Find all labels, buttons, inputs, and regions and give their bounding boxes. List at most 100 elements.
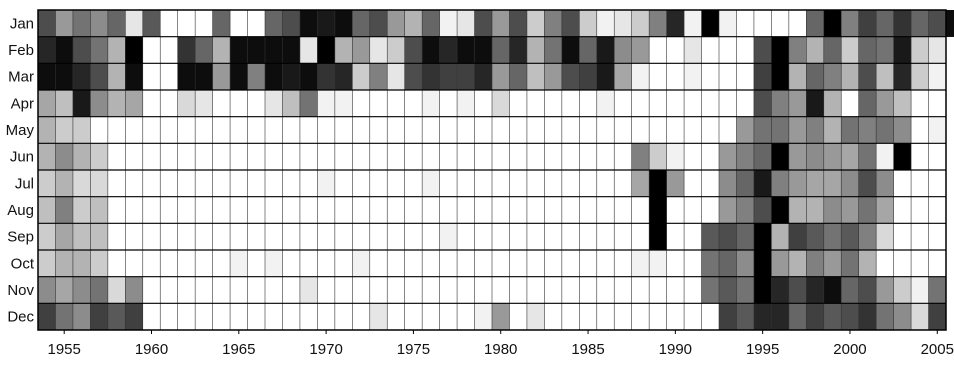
heatmap-cell-aug-2000 [841,196,859,224]
heatmap-cell-feb-1976 [422,36,440,64]
month-label-jan: Jan [10,15,34,32]
heatmap-cell-oct-1972 [352,250,371,277]
heatmap-cell-dec-2001 [858,303,877,331]
plot-frame [37,9,947,331]
heatmap-cell-nov-1956 [72,276,91,304]
heatmap-cell-dec-1985 [579,303,598,331]
heatmap-cell-oct-1958 [107,250,126,277]
heatmap-cell-aug-1967 [265,196,283,224]
heatmap-cell-oct-1982 [526,250,545,277]
heatmap-cell-nov-1954 [38,276,56,304]
heatmap-cell-nov-2001 [858,276,877,304]
heatmap-cell-sep-2002 [876,223,894,251]
heatmap-cell-may-1961 [160,116,178,144]
heatmap-cell-sep-1966 [247,223,266,251]
heatmap-cell-jun-1963 [195,143,213,171]
heatmap-cell-jun-1975 [404,143,423,171]
heatmap-cell-dec-1969 [299,303,318,331]
heatmap-cell-sep-1987 [614,223,632,251]
heatmap-cell-jan-1968 [282,10,301,37]
heatmap-cell-feb-1965 [230,36,248,64]
heatmap-cell-jul-1978 [457,170,475,197]
heatmap-cell-jun-2002 [876,143,894,171]
heatmap-cell-aug-1998 [806,196,825,224]
heatmap-cell-dec-1963 [195,303,213,331]
heatmap-cell-mar-1977 [439,63,458,91]
heatmap-cell-sep-1994 [736,223,755,251]
heatmap-cell-apr-1971 [334,90,353,117]
heatmap-cell-aug-1960 [142,196,161,224]
heatmap-cell-jan-1970 [317,10,336,37]
heatmap-cell-aug-2002 [876,196,894,224]
heatmap-cell-oct-1967 [265,250,283,277]
heatmap-cell-jun-2003 [893,143,912,171]
heatmap-cell-sep-1985 [579,223,598,251]
heatmap-cell-jun-1988 [631,143,650,171]
heatmap-cell-oct-1973 [369,250,388,277]
heatmap-cell-aug-1996 [771,196,790,224]
heatmap-cell-oct-1978 [457,250,475,277]
heatmap-cell-jan-1991 [684,10,702,37]
heatmap-cell-apr-2004 [911,90,929,117]
heatmap-cell-apr-1980 [492,90,510,117]
heatmap-cell-mar-2004 [911,63,929,91]
heatmap-cell-jun-1955 [55,143,74,171]
heatmap-cell-jun-1956 [72,143,91,171]
heatmap-cell-dec-1955 [55,303,74,331]
heatmap-cell-sep-1977 [439,223,458,251]
heatmap-cell-jan-1971 [334,10,353,37]
heatmap-cell-jun-1993 [719,143,737,171]
heatmap-cell-feb-2003 [893,36,912,64]
heatmap-cell-sep-1991 [684,223,702,251]
heatmap-cell-apr-2001 [858,90,877,117]
heatmap-cell-dec-1958 [107,303,126,331]
heatmap-cell-sep-1954 [38,223,56,251]
heatmap-cell-nov-1969 [299,276,318,304]
heatmap-cell-mar-1992 [701,63,720,91]
heatmap-cell-mar-1960 [142,63,161,91]
heatmap-cell-sep-1967 [265,223,283,251]
heatmap-cell-oct-1992 [701,250,720,277]
heatmap-cell-mar-1975 [404,63,423,91]
heatmap-cell-oct-1999 [823,250,842,277]
heatmap-cell-feb-1979 [474,36,493,64]
heatmap-cell-jul-1974 [387,170,405,197]
heatmap-cell-jul-1995 [753,170,772,197]
heatmap-cell-jun-1992 [701,143,720,171]
year-labels: 1955 1960 1965 1970 1975 1980 1985 1990 1995 2000… [48,330,954,358]
heatmap-cell-feb-1955 [55,36,74,64]
heatmap-cell-oct-1957 [90,250,109,277]
heatmap-cell-dec-1996 [771,303,790,331]
month-label-mar: Mar [8,69,34,86]
heatmap-cell-may-2002 [876,116,894,144]
heatmap-cell-jan-1977 [439,10,458,37]
heatmap-cell-nov-1989 [649,276,667,304]
heatmap-cell-mar-1974 [387,63,405,91]
heatmap-cell-apr-1967 [265,90,283,117]
heatmap-cell-jan-1994 [736,10,755,37]
heatmap-cell-may-1997 [788,116,807,144]
heatmap-cell-jul-1971 [334,170,353,197]
heatmap-cell-jul-1962 [177,170,196,197]
heatmap-cell-sep-1988 [631,223,650,251]
heatmap-cell-aug-1971 [334,196,353,224]
heatmap-cell-aug-1988 [631,196,650,224]
heatmap-cell-sep-1970 [317,223,336,251]
heatmap-cell-may-1980 [492,116,510,144]
heatmap-cell-jul-1983 [544,170,563,197]
heatmap-cell-dec-1976 [422,303,440,331]
heatmap-cell-apr-1959 [125,90,144,117]
heatmap-cell-may-1979 [474,116,493,144]
heatmap-cell-mar-1995 [753,63,772,91]
heatmap-cell-sep-1956 [72,223,91,251]
heatmap-cell-oct-2000 [841,250,859,277]
heatmap-cell-apr-1992 [701,90,720,117]
heatmap-cell-dec-1972 [352,303,371,331]
heatmap-cell-apr-1981 [509,90,528,117]
heatmap-cell-jul-1970 [317,170,336,197]
heatmap-cell-nov-1967 [265,276,283,304]
heatmap-cell-nov-1983 [544,276,563,304]
year-label-1980: 1980 [484,341,517,358]
heatmap-cell-jan-1973 [369,10,388,37]
heatmap-cell-jul-2004 [911,170,929,197]
